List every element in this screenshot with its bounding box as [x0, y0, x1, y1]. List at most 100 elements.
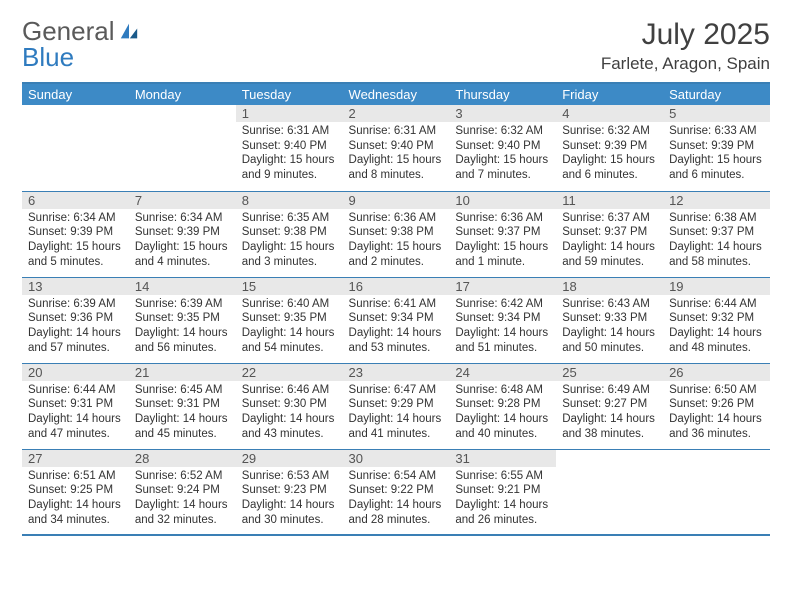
sunset-text: Sunset: 9:40 PM — [242, 139, 337, 154]
daylight-text: Daylight: 14 hours and 50 minutes. — [562, 326, 657, 355]
day-info: Sunrise: 6:31 AMSunset: 9:40 PMDaylight:… — [236, 122, 343, 183]
day-number: 6 — [22, 192, 129, 209]
day-number: 5 — [663, 105, 770, 122]
sunrise-text: Sunrise: 6:32 AM — [455, 124, 550, 139]
sunset-text: Sunset: 9:32 PM — [669, 311, 764, 326]
sunset-text: Sunset: 9:26 PM — [669, 397, 764, 412]
sunset-text: Sunset: 9:40 PM — [455, 139, 550, 154]
daylight-text: Daylight: 14 hours and 45 minutes. — [135, 412, 230, 441]
sunset-text: Sunset: 9:27 PM — [562, 397, 657, 412]
sunset-text: Sunset: 9:39 PM — [562, 139, 657, 154]
calendar-day: 1Sunrise: 6:31 AMSunset: 9:40 PMDaylight… — [236, 105, 343, 191]
daylight-text: Daylight: 14 hours and 58 minutes. — [669, 240, 764, 269]
sunrise-text: Sunrise: 6:44 AM — [669, 297, 764, 312]
sunset-text: Sunset: 9:39 PM — [669, 139, 764, 154]
logo: GeneralBlue — [22, 18, 140, 70]
day-info: Sunrise: 6:34 AMSunset: 9:39 PMDaylight:… — [129, 209, 236, 270]
day-number: 8 — [236, 192, 343, 209]
calendar-week: 13Sunrise: 6:39 AMSunset: 9:36 PMDayligh… — [22, 277, 770, 363]
calendar-day: 3Sunrise: 6:32 AMSunset: 9:40 PMDaylight… — [449, 105, 556, 191]
day-info: Sunrise: 6:51 AMSunset: 9:25 PMDaylight:… — [22, 467, 129, 528]
calendar-week: 20Sunrise: 6:44 AMSunset: 9:31 PMDayligh… — [22, 363, 770, 449]
daylight-text: Daylight: 14 hours and 59 minutes. — [562, 240, 657, 269]
calendar-day: 25 Sunrise: 6:49 AMSunset: 9:27 PMDayligh… — [556, 363, 663, 449]
sunset-text: Sunset: 9:36 PM — [28, 311, 123, 326]
sunset-text: Sunset: 9:30 PM — [242, 397, 337, 412]
daylight-text: Daylight: 15 hours and 7 minutes. — [455, 153, 550, 182]
daylight-text: Daylight: 15 hours and 9 minutes. — [242, 153, 337, 182]
day-number: 15 — [236, 278, 343, 295]
day-number: 21 — [129, 364, 236, 381]
day-info: Sunrise: 6:32 AMSunset: 9:39 PMDaylight:… — [556, 122, 663, 183]
day-header: Saturday — [663, 83, 770, 105]
location: Farlete, Aragon, Spain — [601, 54, 770, 74]
sunrise-text: Sunrise: 6:37 AM — [562, 211, 657, 226]
sunset-text: Sunset: 9:34 PM — [349, 311, 444, 326]
sunrise-text: Sunrise: 6:34 AM — [135, 211, 230, 226]
page-header: GeneralBlue July 2025 Farlete, Aragon, S… — [22, 18, 770, 74]
daylight-text: Daylight: 14 hours and 40 minutes. — [455, 412, 550, 441]
day-number: 25 — [556, 364, 663, 381]
day-number: 2 — [343, 105, 450, 122]
calendar-day: 18Sunrise: 6:43 AMSunset: 9:33 PMDayligh… — [556, 277, 663, 363]
calendar-day: 6Sunrise: 6:34 AMSunset: 9:39 PMDaylight… — [22, 191, 129, 277]
calendar-day: 28Sunrise: 6:52 AMSunset: 9:24 PMDayligh… — [129, 449, 236, 535]
sunset-text: Sunset: 9:22 PM — [349, 483, 444, 498]
calendar-day: 12Sunrise: 6:38 AMSunset: 9:37 PMDayligh… — [663, 191, 770, 277]
sunset-text: Sunset: 9:35 PM — [135, 311, 230, 326]
day-number: 20 — [22, 364, 129, 381]
sunrise-text: Sunrise: 6:55 AM — [455, 469, 550, 484]
calendar-day: 19Sunrise: 6:44 AMSunset: 9:32 PMDayligh… — [663, 277, 770, 363]
daylight-text: Daylight: 15 hours and 4 minutes. — [135, 240, 230, 269]
calendar-day: 8Sunrise: 6:35 AMSunset: 9:38 PMDaylight… — [236, 191, 343, 277]
calendar-day: 21Sunrise: 6:45 AMSunset: 9:31 PMDayligh… — [129, 363, 236, 449]
day-info: Sunrise: 6:40 AMSunset: 9:35 PMDaylight:… — [236, 295, 343, 356]
sunset-text: Sunset: 9:38 PM — [242, 225, 337, 240]
sunset-text: Sunset: 9:21 PM — [455, 483, 550, 498]
daylight-text: Daylight: 14 hours and 28 minutes. — [349, 498, 444, 527]
calendar-day: 13Sunrise: 6:39 AMSunset: 9:36 PMDayligh… — [22, 277, 129, 363]
day-info: Sunrise: 6:33 AMSunset: 9:39 PMDaylight:… — [663, 122, 770, 183]
daylight-text: Daylight: 14 hours and 38 minutes. — [562, 412, 657, 441]
sunrise-text: Sunrise: 6:47 AM — [349, 383, 444, 398]
sunset-text: Sunset: 9:29 PM — [349, 397, 444, 412]
calendar-day: 4Sunrise: 6:32 AMSunset: 9:39 PMDaylight… — [556, 105, 663, 191]
day-number: 16 — [343, 278, 450, 295]
daylight-text: Daylight: 15 hours and 3 minutes. — [242, 240, 337, 269]
sunset-text: Sunset: 9:31 PM — [28, 397, 123, 412]
day-info: Sunrise: 6:45 AMSunset: 9:31 PMDaylight:… — [129, 381, 236, 442]
day-info: Sunrise: 6:36 AMSunset: 9:38 PMDaylight:… — [343, 209, 450, 270]
daylight-text: Daylight: 15 hours and 6 minutes. — [562, 153, 657, 182]
calendar-day: 31Sunrise: 6:55 AMSunset: 9:21 PMDayligh… — [449, 449, 556, 535]
daylight-text: Daylight: 14 hours and 41 minutes. — [349, 412, 444, 441]
day-info: Sunrise: 6:38 AMSunset: 9:37 PMDaylight:… — [663, 209, 770, 270]
sunset-text: Sunset: 9:37 PM — [455, 225, 550, 240]
sunrise-text: Sunrise: 6:45 AM — [135, 383, 230, 398]
calendar-day: 30Sunrise: 6:54 AMSunset: 9:22 PMDayligh… — [343, 449, 450, 535]
day-number: 4 — [556, 105, 663, 122]
calendar-day: 10Sunrise: 6:36 AMSunset: 9:37 PMDayligh… — [449, 191, 556, 277]
sunset-text: Sunset: 9:38 PM — [349, 225, 444, 240]
day-number: 27 — [22, 450, 129, 467]
calendar-day: 22Sunrise: 6:46 AMSunset: 9:30 PMDayligh… — [236, 363, 343, 449]
calendar-day: 11Sunrise: 6:37 AMSunset: 9:37 PMDayligh… — [556, 191, 663, 277]
day-info: Sunrise: 6:47 AMSunset: 9:29 PMDaylight:… — [343, 381, 450, 442]
daylight-text: Daylight: 14 hours and 51 minutes. — [455, 326, 550, 355]
daylight-text: Daylight: 15 hours and 5 minutes. — [28, 240, 123, 269]
sunset-text: Sunset: 9:23 PM — [242, 483, 337, 498]
day-number: 13 — [22, 278, 129, 295]
day-info: Sunrise: 6:44 AMSunset: 9:32 PMDaylight:… — [663, 295, 770, 356]
calendar-week: 27Sunrise: 6:51 AMSunset: 9:25 PMDayligh… — [22, 449, 770, 535]
daylight-text: Daylight: 14 hours and 47 minutes. — [28, 412, 123, 441]
sunrise-text: Sunrise: 6:32 AM — [562, 124, 657, 139]
day-info: Sunrise: 6:54 AMSunset: 9:22 PMDaylight:… — [343, 467, 450, 528]
calendar-day: 29Sunrise: 6:53 AMSunset: 9:23 PMDayligh… — [236, 449, 343, 535]
day-info: Sunrise: 6:42 AMSunset: 9:34 PMDaylight:… — [449, 295, 556, 356]
day-header: Thursday — [449, 83, 556, 105]
day-info: Sunrise: 6:52 AMSunset: 9:24 PMDaylight:… — [129, 467, 236, 528]
sunset-text: Sunset: 9:31 PM — [135, 397, 230, 412]
day-info: Sunrise: 6:34 AMSunset: 9:39 PMDaylight:… — [22, 209, 129, 270]
sunset-text: Sunset: 9:37 PM — [562, 225, 657, 240]
sunrise-text: Sunrise: 6:42 AM — [455, 297, 550, 312]
sunrise-text: Sunrise: 6:49 AM — [562, 383, 657, 398]
